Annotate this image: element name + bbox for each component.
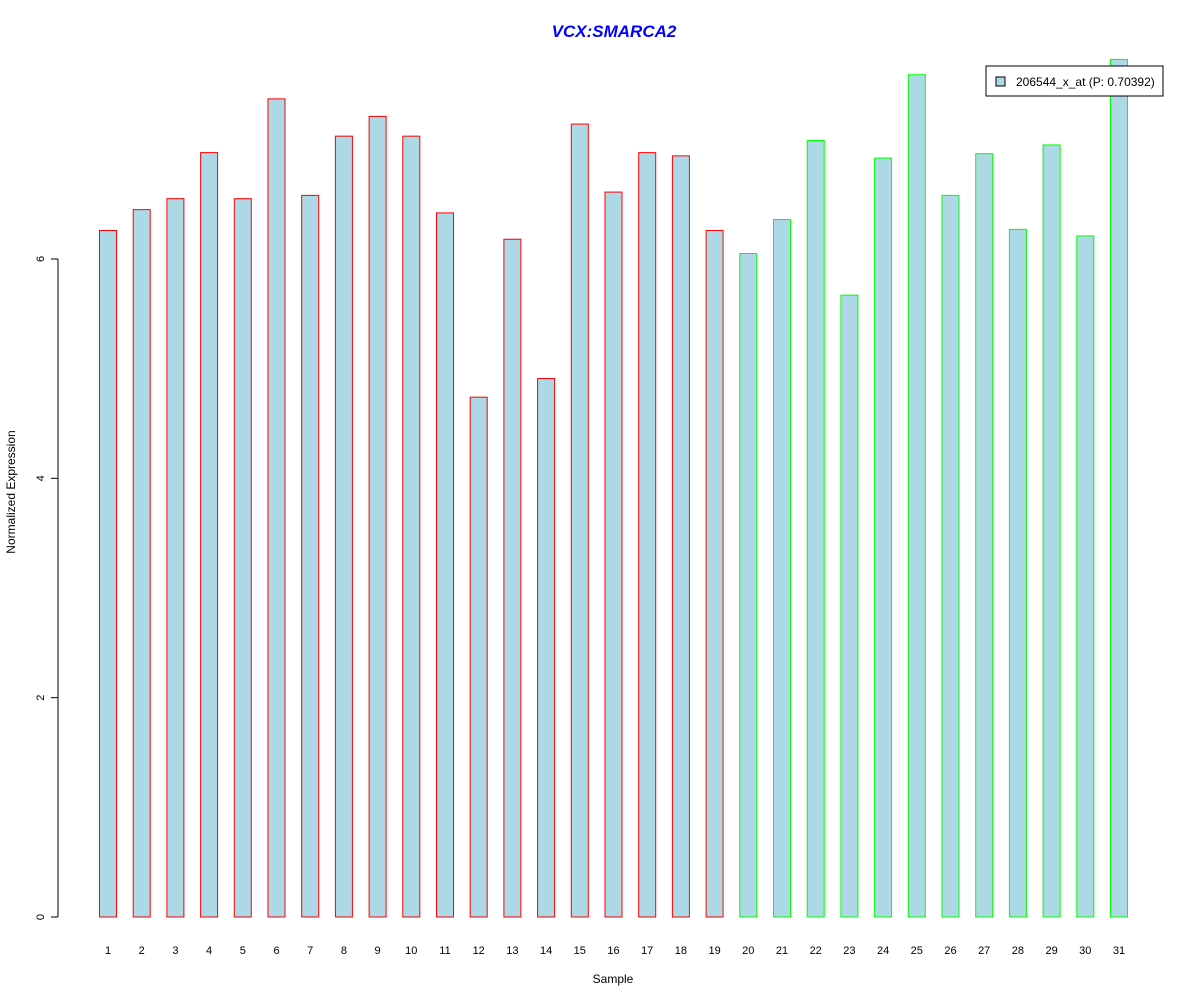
x-tick-label: 26 [944,945,956,957]
bar [166,198,185,918]
x-tick-label: 31 [1113,945,1125,957]
bar [840,294,859,918]
bar [1042,144,1061,918]
x-tick-label: 30 [1079,945,1091,957]
x-tick-label: 23 [843,945,855,957]
bar [334,135,353,918]
legend-box [985,65,1164,97]
bar [907,74,926,918]
x-tick-label: 16 [607,945,619,957]
bar [806,140,825,918]
bar [1008,228,1027,918]
bar [301,194,320,918]
x-tick-label: 8 [341,945,347,957]
x-tick-label: 6 [273,945,279,957]
bar [705,229,724,918]
x-tick-label: 7 [307,945,313,957]
bar [638,152,657,918]
x-tick-label: 5 [240,945,246,957]
chart-title: VCX:SMARCA2 [552,22,677,41]
bar [874,157,893,918]
legend-swatch [995,76,1006,87]
x-tick-label: 3 [172,945,178,957]
y-tick-label: 4 [35,475,47,481]
bar [233,198,252,918]
x-tick-label: 14 [540,945,552,957]
y-tick-label: 6 [35,256,47,262]
x-tick-label: 12 [473,945,485,957]
bar [469,396,488,918]
bar [773,218,791,918]
bar [671,155,690,918]
x-tick-label: 2 [139,945,145,957]
bar [1076,235,1095,918]
y-axis: 0 2 4 6 [35,256,59,920]
bar [1110,58,1128,918]
bar [200,152,219,918]
bar [537,378,556,918]
bar [941,194,960,918]
x-tick-label: 9 [375,945,381,957]
x-tick-label: 22 [810,945,822,957]
bar [436,212,454,918]
x-tick-label: 17 [641,945,653,957]
bar [99,229,117,918]
x-tick-label: 28 [1012,945,1024,957]
y-tick-label: 2 [35,695,47,701]
bar [132,209,151,918]
x-tick-label: 29 [1045,945,1057,957]
y-axis-label: Normalized Expression [4,430,18,553]
x-tick-label: 11 [439,945,450,957]
x-tick-label: 18 [675,945,687,957]
x-tick-label: 27 [978,945,990,957]
legend-label: 206544_x_at (P: 0.70392) [1016,75,1155,89]
x-tick-label: 24 [877,945,889,957]
bar [604,191,623,918]
x-tick-label: 21 [776,945,788,957]
x-tick-label: 19 [708,945,720,957]
bar [739,252,758,918]
x-tick-label: 13 [506,945,518,957]
legend: 206544_x_at (P: 0.70392) [985,65,1164,97]
bar [267,98,286,918]
x-tick-label: 20 [742,945,754,957]
x-tick-label: 1 [105,945,111,957]
x-axis-label: Sample [593,972,634,986]
y-tick-label: 0 [35,914,47,920]
x-tick-label: 15 [574,945,586,957]
bar [975,153,994,918]
bar [503,238,522,918]
bars [99,58,1128,918]
x-tick-label: 4 [206,945,212,957]
bar [368,115,387,918]
bar [570,123,589,918]
bar [402,135,421,918]
x-tick-label: 25 [911,945,923,957]
x-tick-label: 10 [405,945,417,957]
x-tick-labels: 1 2 3 4 5 6 7 8 9 10 11 12 13 14 15 16 17 18 19 20 21 22 23 24 2… [105,945,1125,957]
